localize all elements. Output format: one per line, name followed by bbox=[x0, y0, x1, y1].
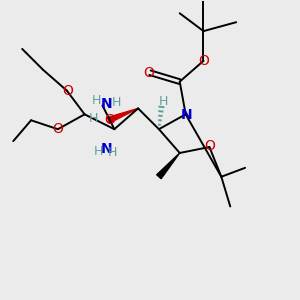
Text: O: O bbox=[52, 122, 63, 136]
Text: H: H bbox=[93, 145, 103, 158]
Text: H: H bbox=[92, 94, 101, 107]
Text: H: H bbox=[112, 96, 122, 109]
Polygon shape bbox=[157, 153, 180, 179]
Text: O: O bbox=[104, 113, 115, 127]
Text: O: O bbox=[199, 54, 209, 68]
Text: O: O bbox=[144, 66, 154, 80]
Text: O: O bbox=[204, 140, 215, 153]
Text: H: H bbox=[108, 146, 118, 160]
Text: N: N bbox=[180, 108, 192, 122]
Polygon shape bbox=[107, 108, 138, 123]
Text: H: H bbox=[88, 112, 98, 125]
Text: H: H bbox=[159, 95, 168, 108]
Text: O: O bbox=[62, 84, 73, 98]
Text: N: N bbox=[101, 142, 113, 155]
Text: N: N bbox=[101, 97, 113, 111]
